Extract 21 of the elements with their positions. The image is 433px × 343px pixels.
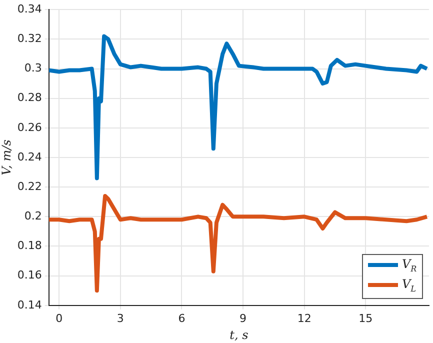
y-tick-label: 0.18 xyxy=(17,239,42,252)
y-tick-label: 0.32 xyxy=(17,32,42,46)
x-tick-label: 0 xyxy=(56,312,63,325)
x-axis-title: t, s xyxy=(230,328,248,342)
x-tick-label: 9 xyxy=(240,312,247,325)
legend-label: V$_{L}$ xyxy=(402,276,416,294)
y-tick-label: 0.22 xyxy=(17,180,42,193)
y-axis-title: V, m/s xyxy=(0,140,14,176)
y-tick-label: 0.14 xyxy=(17,298,42,312)
y-tick-label: 0.16 xyxy=(17,268,42,282)
y-tick-label: 0.26 xyxy=(17,120,42,134)
x-tick-label: 6 xyxy=(178,312,186,325)
x-tick-label: 12 xyxy=(297,312,312,325)
y-tick-label: 0.24 xyxy=(17,150,42,164)
legend-label: V$_{R}$ xyxy=(402,257,417,274)
x-tick-label: 15 xyxy=(358,312,373,325)
y-tick-label: 0.28 xyxy=(17,91,42,104)
x-tick-label: 3 xyxy=(116,312,124,325)
y-tick-label: 0.2 xyxy=(24,210,42,223)
y-tick-label: 0.3 xyxy=(24,62,42,75)
y-tick-label: 0.34 xyxy=(17,2,42,16)
